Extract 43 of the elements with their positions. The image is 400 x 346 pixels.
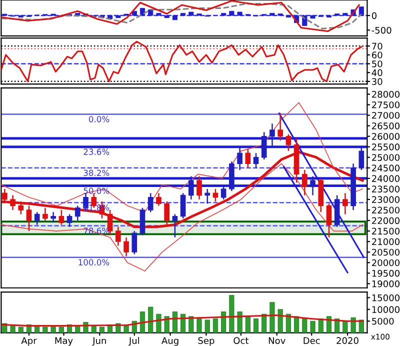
y-tick-label: 23000 [372, 196, 400, 204]
y-tick-label: 0 [372, 12, 377, 20]
y-tick-label: 19000 [372, 280, 400, 288]
y-tick-label: -500 [372, 26, 392, 34]
y-tick-label: 27000 [372, 112, 400, 119]
x-tick-label: Nov [268, 337, 286, 344]
y-tick-label: 20000 [372, 259, 400, 266]
x-tick-label: May [55, 337, 73, 346]
x-tick-label: Oct [234, 337, 249, 344]
y-tick-label: 50 [372, 60, 382, 68]
y-tick-label: 22000 [372, 217, 400, 224]
y-tick-label: 19500 [372, 270, 400, 277]
y-tick-label: 10000 [372, 306, 400, 313]
annotation: 38.2% [84, 170, 110, 176]
y-tick-label: 40 [372, 69, 382, 76]
y-tick-label: 25500 [372, 144, 400, 150]
x-tick-label: Aug [162, 337, 178, 346]
y-tick-label: 25000 [372, 154, 400, 161]
y-tick-label: 24000 [372, 175, 400, 182]
y-tick-label: 26000 [372, 133, 400, 140]
y-tick-label: 15000 [372, 294, 400, 302]
y-tick-label: 30 [372, 78, 382, 85]
x-tick-label: Apr [21, 337, 37, 346]
y-tick-label: 21500 [372, 228, 400, 235]
y-tick-label: 28000 [372, 90, 400, 98]
y-tick-label: 20500 [372, 248, 400, 256]
y-tick-label: 60 [372, 52, 382, 58]
y-tick-label: 23500 [372, 186, 400, 192]
annotation: 23.6% [84, 148, 110, 155]
x-tick-label: Jun [92, 337, 106, 346]
y-tick-label: 26500 [372, 122, 400, 130]
y-tick-label: 24500 [372, 164, 400, 172]
x-tick-label: Sep [198, 337, 214, 346]
x-tick-label: Jul [128, 337, 139, 346]
y-tick-label: 27500 [372, 101, 400, 108]
y-tick-label: 5000 [372, 318, 394, 325]
annotation: 100.0% [78, 259, 110, 266]
annotation: 0.0% [88, 116, 110, 122]
y-tick-label: 21000 [372, 238, 400, 246]
x-tick-label: 2020 [336, 337, 358, 344]
y-tick-label: 22500 [372, 206, 400, 214]
y-tick-label: 70 [372, 42, 382, 50]
x-tick-label: Dec [304, 337, 320, 344]
